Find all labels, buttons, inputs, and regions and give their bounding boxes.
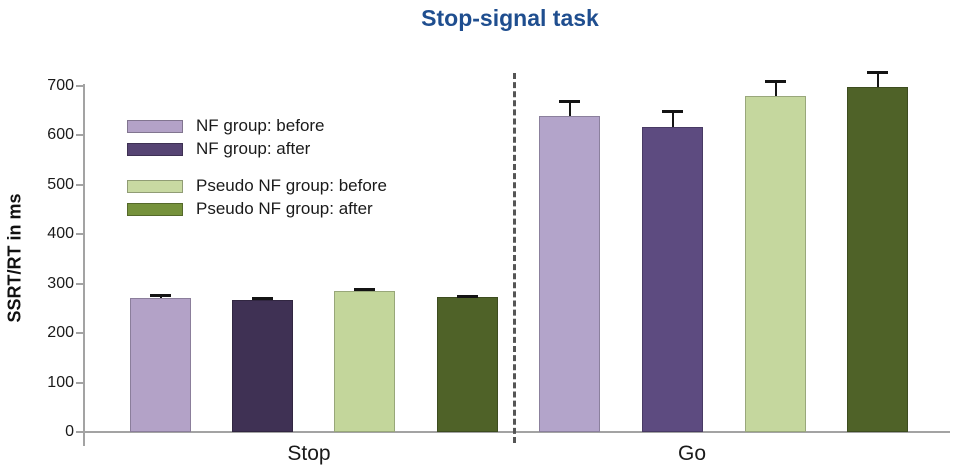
- y-axis-title: SSRT/RT in ms: [4, 193, 25, 323]
- error-bar-cap: [252, 296, 273, 300]
- y-tick-label: 0: [65, 423, 74, 440]
- y-tick-label: 400: [47, 225, 74, 243]
- error-bar-cap: [867, 71, 888, 75]
- error-bar-stem: [774, 80, 777, 97]
- error-bar-cap: [765, 79, 786, 83]
- bar-go-2: [642, 127, 703, 432]
- bar-stop-4: [437, 296, 498, 432]
- bar-stop-2: [232, 299, 293, 432]
- y-tick-mark: [76, 183, 83, 186]
- y-tick-label: 300: [47, 274, 74, 292]
- legend-item: Pseudo NF group: before: [127, 176, 387, 195]
- x-axis-label-go: Go: [677, 442, 707, 465]
- legend-swatch: [127, 179, 183, 193]
- bar-go-4: [847, 86, 908, 432]
- y-axis-line: [83, 84, 85, 446]
- error-bar-stem: [568, 100, 571, 116]
- error-bar-stem: [671, 110, 674, 127]
- legend-swatch: [127, 142, 183, 156]
- error-bar-cap: [559, 99, 580, 103]
- error-bar-stem: [876, 72, 879, 87]
- y-tick-label: 500: [47, 175, 74, 193]
- y-tick-label: 600: [47, 126, 74, 144]
- x-axis-label-stop: Stop: [287, 442, 331, 465]
- legend-item: Pseudo NF group: after: [127, 199, 373, 218]
- y-tick-label: 100: [47, 373, 74, 391]
- group-divider-dashed-line: [513, 73, 516, 443]
- error-bar-cap: [354, 288, 375, 292]
- y-tick-mark: [76, 431, 83, 433]
- legend-label: NF group: after: [196, 139, 311, 158]
- y-tick-mark: [76, 134, 83, 137]
- y-tick-mark: [76, 85, 83, 87]
- x-axis-line: [83, 431, 950, 433]
- y-tick-mark: [76, 332, 83, 335]
- legend-label: Pseudo NF group: before: [196, 176, 387, 195]
- legend-item: NF group: after: [127, 139, 311, 158]
- chart-title: Stop-signal task: [421, 5, 599, 31]
- legend-item: NF group: before: [127, 116, 325, 135]
- error-bar-cap: [662, 109, 683, 113]
- y-tick-mark: [76, 381, 83, 384]
- legend-label: Pseudo NF group: after: [196, 199, 373, 218]
- legend-label: NF group: before: [196, 116, 325, 135]
- y-tick-label: 700: [47, 77, 74, 94]
- error-bar-cap: [150, 294, 171, 298]
- y-tick-mark: [76, 233, 83, 236]
- legend-swatch: [127, 119, 183, 133]
- y-tick-label: 200: [47, 324, 74, 342]
- y-tick-mark: [76, 282, 83, 285]
- bar-stop-1: [130, 297, 191, 432]
- legend-swatch: [127, 202, 183, 216]
- bar-stop-3: [334, 290, 395, 432]
- bar-go-1: [539, 115, 600, 432]
- error-bar-cap: [457, 294, 478, 298]
- bar-go-3: [745, 96, 806, 432]
